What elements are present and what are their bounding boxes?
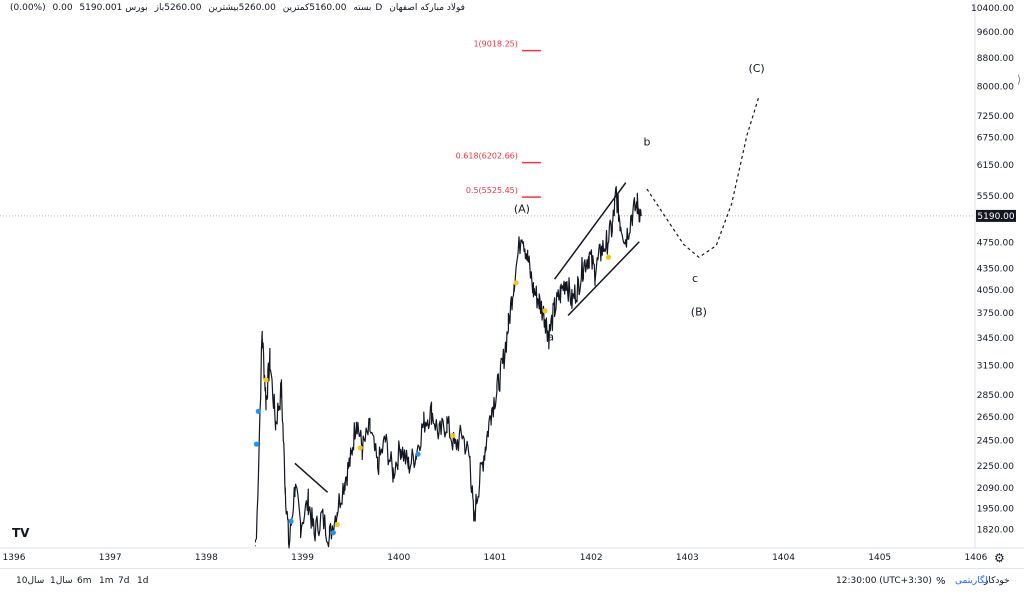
y-tick-label: 1950.00 (977, 505, 1014, 515)
x-tick-label: 1402 (580, 553, 603, 563)
x-tick-label: 1399 (291, 553, 314, 563)
x-tick-label: 1397 (99, 553, 122, 563)
y-tick-label: 8800.00 (977, 54, 1014, 64)
y-tick-label: 3150.00 (977, 361, 1014, 371)
y-tick-label: 9600.00 (977, 28, 1014, 38)
legend-symbol-name[interactable]: فولاد مبارکه اصفهان (389, 3, 465, 13)
y-tick-label: 3750.00 (977, 309, 1014, 319)
event-marker (415, 451, 421, 457)
y-tick-label: 8000.00 (977, 82, 1014, 92)
event-marker (330, 530, 336, 536)
scale-edge-icon: ⟩ (1017, 73, 1022, 86)
symbol-legend: (0.00%) 0.00 5190.00بسته 5160.00کمترین 5… (10, 3, 469, 13)
y-tick-label: 10400.00 (971, 4, 1014, 14)
price-series-line (255, 186, 642, 549)
range-6m-button[interactable]: 6m (77, 576, 92, 586)
time-zone-readout[interactable]: 12:30:00 (UTC+3:30) (836, 576, 932, 586)
event-marker (263, 377, 269, 383)
range-1y-button[interactable]: 1سال (50, 576, 73, 586)
fib-level-label: 0.5(5525.45) (466, 186, 518, 195)
range-1d-button[interactable]: 1d (137, 576, 149, 586)
y-tick-label: 2250.00 (977, 462, 1014, 472)
y-tick-label: 3450.00 (977, 334, 1014, 344)
event-marker (334, 521, 340, 528)
wave-projection-curve (646, 97, 760, 259)
legend-change: 0.00 (52, 3, 73, 13)
x-tick-label: 1404 (772, 553, 795, 563)
event-marker (450, 432, 456, 439)
event-marker (513, 280, 519, 286)
range-7d-button[interactable]: 7d (118, 576, 130, 586)
log-scale-toggle[interactable]: لگاریتمی (955, 576, 988, 586)
wave-label: c (692, 272, 698, 285)
event-marker (288, 518, 294, 524)
legend-exchange: بورس (125, 3, 148, 13)
fib-level-label: 1(9018.25) (473, 40, 517, 49)
trendline (567, 241, 640, 317)
gear-icon[interactable]: ⚙ (994, 551, 1005, 565)
wave-label: b (643, 135, 650, 148)
current-price-label: 5190.00 (977, 212, 1014, 222)
trendline (294, 462, 329, 493)
range-1m-button[interactable]: 1m (99, 576, 114, 586)
y-tick-label: 4350.00 (977, 265, 1014, 275)
y-tick-label: 6750.00 (977, 133, 1014, 143)
x-tick-label: 1406 (964, 553, 987, 563)
x-tick-label: 1405 (868, 553, 891, 563)
x-tick-label: 1396 (3, 553, 26, 563)
range-10y-button[interactable]: 10سال (16, 576, 45, 586)
y-tick-label: 4750.00 (977, 238, 1014, 248)
legend-low: 5160.00کمترین (282, 3, 347, 13)
wave-label: a (547, 331, 554, 344)
event-marker (542, 308, 548, 314)
y-tick-label: 5550.00 (977, 192, 1014, 202)
wave-label: (C) (748, 62, 764, 75)
percent-toggle[interactable]: % (936, 576, 946, 587)
legend-change-pct: (0.00%) (10, 3, 46, 13)
wave-label: (A) (514, 202, 530, 215)
event-marker (255, 408, 261, 414)
y-tick-label: 6150.00 (977, 161, 1014, 171)
wave-label: (B) (691, 306, 707, 319)
legend-open: 5260.00باز (154, 3, 202, 13)
current-price-label-bg (976, 209, 1016, 222)
y-tick-label: 1820.00 (977, 525, 1014, 535)
trendline (553, 182, 627, 280)
x-tick-label: 1400 (387, 553, 410, 563)
bottom-toolbar: 10سال 1سال 6m 1m 7d 1d 12:30:00 (UTC+3:3… (0, 568, 1024, 595)
event-marker (357, 445, 363, 451)
x-tick-label: 1403 (676, 553, 699, 563)
tradingview-logo-icon[interactable]: TV (12, 526, 30, 540)
x-tick-label: 1401 (483, 553, 506, 563)
y-tick-label: 2650.00 (977, 413, 1014, 423)
legend-close: 5190.00بسته (79, 3, 372, 13)
fib-level-label: 0.618(6202.66) (456, 152, 518, 161)
y-tick-label: 2450.00 (977, 436, 1014, 446)
legend-interval[interactable]: 1D (116, 3, 383, 13)
event-marker (253, 441, 259, 447)
legend-high: 5260.00بیشترین (208, 3, 276, 13)
event-marker (605, 254, 612, 260)
y-tick-label: 7250.00 (977, 112, 1014, 122)
x-tick-label: 1398 (195, 553, 218, 563)
y-tick-label: 2850.00 (977, 391, 1014, 401)
y-tick-label: 4050.00 (977, 286, 1014, 296)
auto-scale-toggle[interactable]: خودکار (984, 576, 1010, 586)
y-tick-label: 2090.00 (977, 484, 1014, 494)
